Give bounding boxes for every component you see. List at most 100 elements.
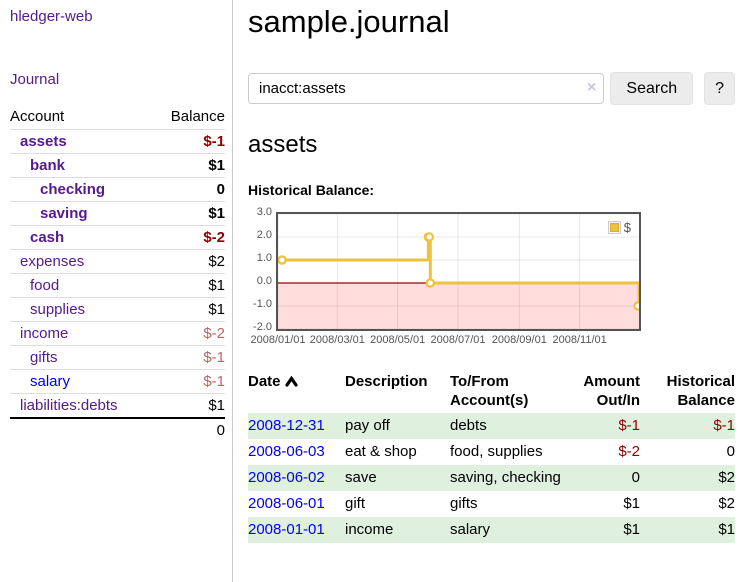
account-link-expenses[interactable]: expenses [20,253,85,270]
account-link-income[interactable]: income [20,325,69,342]
register-table: Date Description To/From Account(s) Amou… [248,369,735,543]
transaction-description: gift [345,495,366,512]
register-row: 2008-06-02 save saving, checking 0 $2 [248,465,735,491]
app-title: hledger-web [10,8,224,25]
historical-balance-chart: 3.0 2.0 1.0 0.0 -1.0 -2.0 $ 2008/01/01 2008/03… [248,206,735,349]
chart-canvas [278,214,639,329]
transaction-balance: $1 [718,521,735,538]
account-link-gifts[interactable]: gifts [30,349,58,366]
chart-title: Historical Balance: [248,182,375,198]
account-balance: 0 [216,181,225,198]
transaction-date-link[interactable]: 2008-12-31 [248,417,325,434]
account-link-supplies[interactable]: supplies [30,301,86,318]
search-button[interactable]: Search [610,72,694,105]
accounts-header-balance: Balance [170,108,225,125]
accounts-table: Account Balance assets $-1 bank $1 check… [10,104,225,442]
account-link-checking[interactable]: checking [40,181,106,198]
register-header-amount: Amount Out/In [583,373,640,409]
account-link-assets[interactable]: assets [20,133,67,150]
register-header-date[interactable]: Date [248,369,345,413]
register-row: 2008-01-01 income salary $1 $1 [248,517,735,543]
accounts-total-row: 0 [10,418,225,442]
help-button[interactable]: ? [704,72,735,105]
transaction-accounts: debts [450,417,487,434]
register-header-description: Description [345,373,428,390]
account-balance: $1 [208,277,225,294]
x-axis-tick-label: 2008/05/01 [370,334,426,346]
account-balance: $2 [208,253,225,270]
page-title: sample.journal [248,4,450,39]
legend-swatch-icon [607,221,621,234]
transaction-date-link[interactable]: 2008-06-03 [248,443,325,460]
register-header-row: Date Description To/From Account(s) Amou… [248,369,735,413]
account-link-saving[interactable]: saving [40,205,88,222]
transaction-amount: $-2 [618,443,640,460]
y-axis-tick-label: 3.0 [256,206,272,218]
search-box: × [248,73,605,104]
transaction-date-link[interactable]: 2008-06-02 [248,469,325,486]
account-link-salary[interactable]: salary [30,373,71,390]
account-balance: $-1 [203,349,225,366]
x-axis-tick-label: 2008/03/01 [309,334,365,346]
account-link-bank[interactable]: bank [30,157,66,174]
account-row-supplies: supplies $1 [10,297,225,322]
transaction-date-link[interactable]: 2008-06-01 [248,495,325,512]
transaction-balance: $-1 [713,417,735,434]
register-row: 2008-06-03 eat & shop food, supplies $-2… [248,439,735,465]
account-row-salary: salary $-1 [10,369,225,394]
account-link-cash[interactable]: cash [30,229,65,246]
account-balance: $1 [208,397,225,414]
account-balance: $-1 [203,373,225,390]
x-axis-tick-label: 2008/09/01 [491,334,547,346]
search-form: × Search ? [248,72,735,105]
y-axis-tick-label: 0.0 [256,275,272,287]
y-axis-tick-label: 1.0 [256,252,272,264]
transaction-description: income [345,521,394,538]
transaction-balance: $2 [718,495,735,512]
account-row-saving: saving $1 [10,201,225,226]
chart-legend: $ [606,219,632,236]
y-axis-tick-label: -1.0 [253,298,272,310]
transaction-description: save [345,469,377,486]
transaction-amount: $1 [623,521,640,538]
transaction-balance: 0 [726,443,735,460]
account-row-expenses: expenses $2 [10,249,225,274]
account-row-liabilities-debts: liabilities:debts $1 [10,393,225,419]
register-header-balance: Historical Balance [666,373,735,409]
transaction-balance: $2 [718,469,735,486]
account-row-food: food $1 [10,273,225,298]
transaction-amount: $-1 [618,417,640,434]
legend-label: $ [623,220,631,235]
register-header-accounts: To/From Account(s) [450,373,529,409]
x-axis-tick-label: 2008/11/01 [552,334,607,346]
register-header-date-label: Date [248,373,281,390]
app-title-link[interactable]: hledger-web [10,8,93,25]
transaction-description: eat & shop [345,443,417,460]
account-balance: $-1 [203,133,225,150]
x-axis-tick-label: 2008/07/01 [430,334,486,346]
account-balance: $1 [208,157,225,174]
transaction-description: pay off [345,417,390,434]
sidebar: hledger-web Journal Account Balance asse… [0,0,233,582]
chart-y-axis-labels: 3.0 2.0 1.0 0.0 -1.0 -2.0 [248,206,272,334]
accounts-header-account: Account [10,108,65,125]
account-balance: $1 [208,301,225,318]
y-axis-tick-label: 2.0 [256,229,272,241]
account-link-liabilities-debts[interactable]: liabilities:debts [20,397,118,414]
register-row: 2008-06-01 gift gifts $1 $2 [248,491,735,517]
transaction-accounts: salary [450,521,491,538]
accounts-total-value: 0 [216,422,225,439]
transaction-date-link[interactable]: 2008-01-01 [248,521,325,538]
register-row: 2008-12-31 pay off debts $-1 $-1 [248,413,735,439]
search-input[interactable] [248,73,605,104]
sidebar-item-journal[interactable]: Journal [10,71,60,88]
account-row-gifts: gifts $-1 [10,345,225,370]
main-content: sample.journal × Search ? assets Histori… [248,0,735,543]
accounts-header-row: Account Balance [10,104,225,130]
account-balance: $1 [208,205,225,222]
clear-search-icon[interactable]: × [587,79,597,96]
transaction-amount: 0 [631,469,640,486]
account-link-food[interactable]: food [30,277,60,294]
transaction-amount: $1 [623,495,640,512]
transaction-accounts: saving, checking [450,469,561,486]
